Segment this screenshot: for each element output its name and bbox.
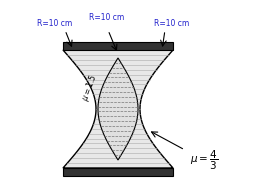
Polygon shape xyxy=(98,58,138,160)
Polygon shape xyxy=(63,50,173,168)
Text: $\mu = \dfrac{4}{3}$: $\mu = \dfrac{4}{3}$ xyxy=(190,148,218,172)
Bar xyxy=(63,168,173,176)
Text: R=10 cm: R=10 cm xyxy=(37,18,73,27)
Text: R=10 cm: R=10 cm xyxy=(89,14,124,23)
Bar xyxy=(63,42,173,50)
Text: $\mu=1.5$: $\mu=1.5$ xyxy=(79,73,101,103)
Text: R=10 cm: R=10 cm xyxy=(154,18,190,27)
